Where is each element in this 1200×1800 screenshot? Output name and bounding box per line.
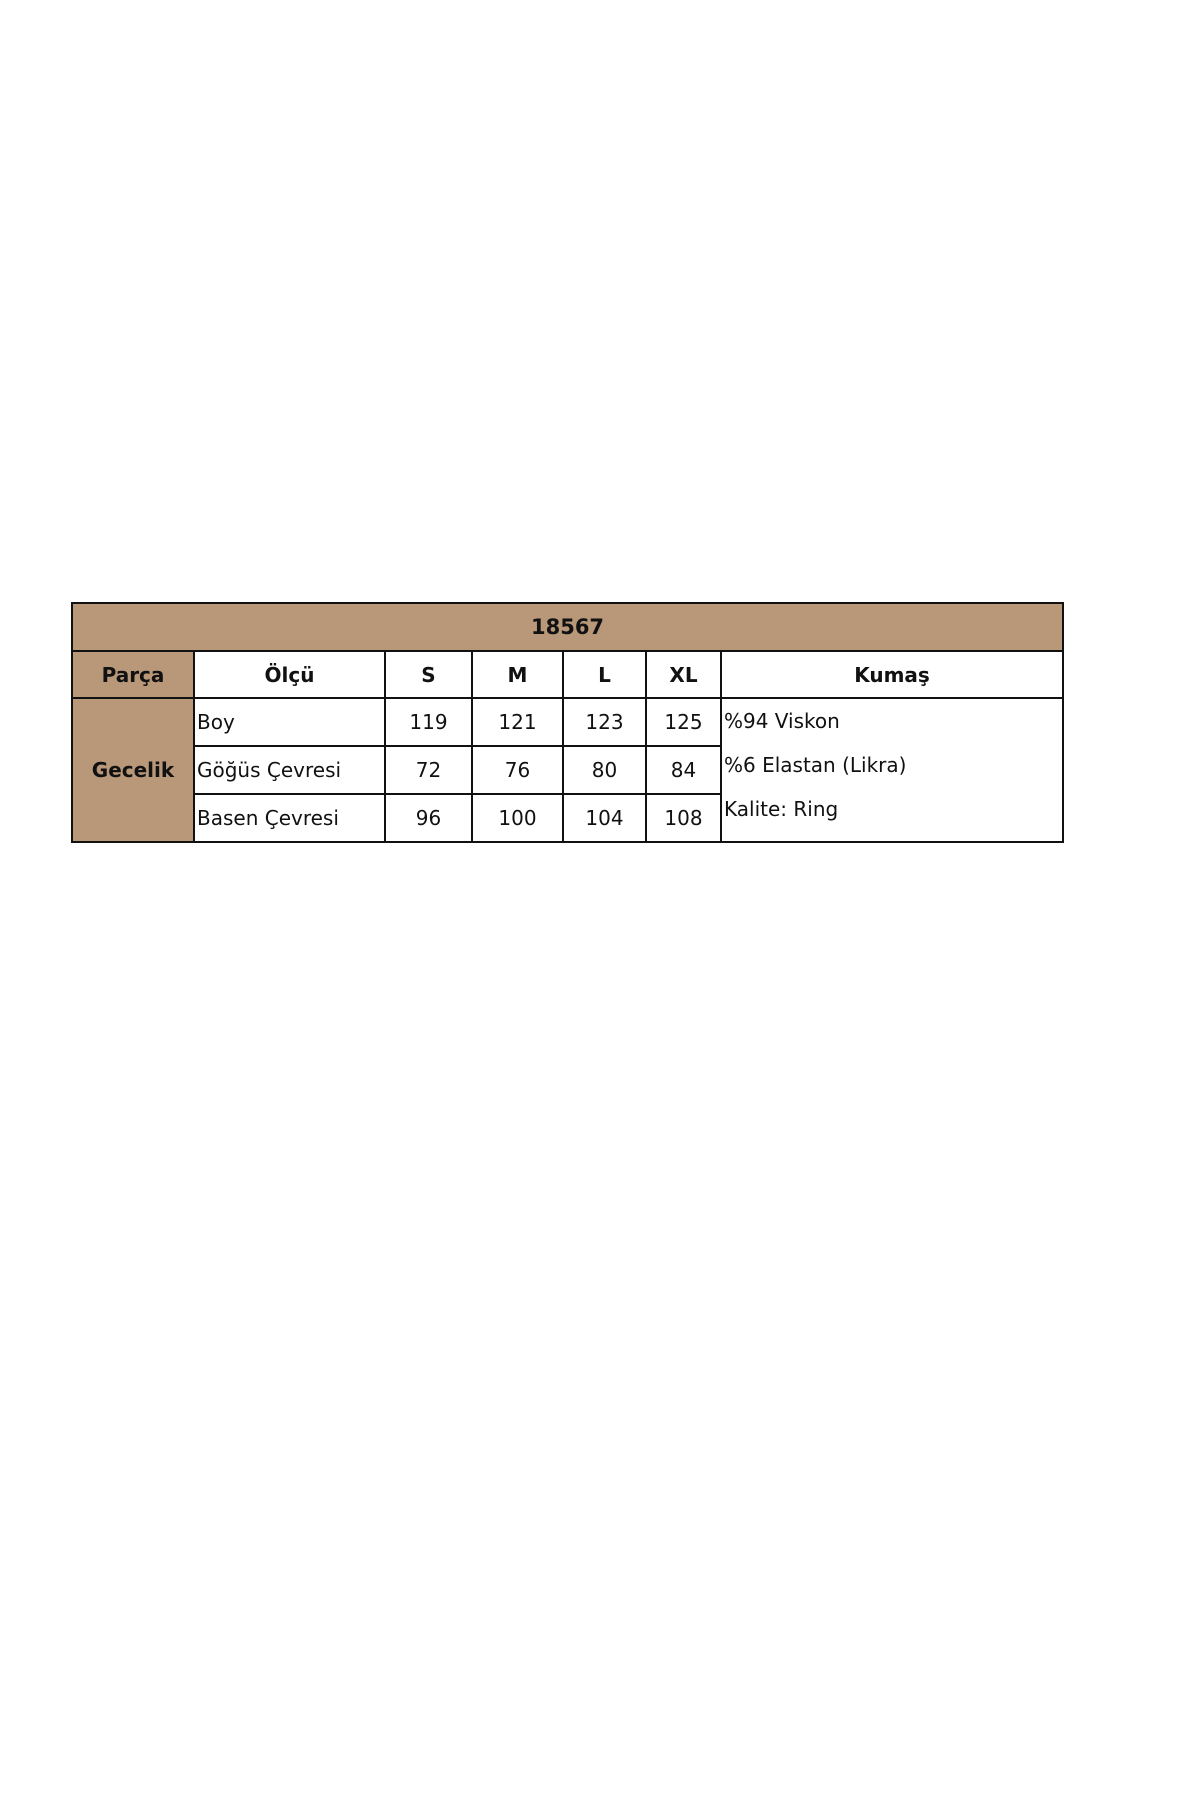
fabric-line: %6 Elastan (Likra)	[724, 753, 907, 777]
measure-label: Göğüs Çevresi	[193, 745, 386, 795]
value-cell: 121	[471, 697, 564, 747]
fabric-line: Kalite: Ring	[724, 797, 839, 821]
value-cell: 96	[384, 793, 473, 843]
header-l: L	[562, 650, 647, 699]
table-row: Gecelik Boy 119 121 123 125 %94 Viskon %…	[71, 697, 1065, 843]
value-cell: 84	[645, 745, 722, 795]
value-cell: 125	[645, 697, 722, 747]
header-s: S	[384, 650, 473, 699]
header-olcu: Ölçü	[193, 650, 386, 699]
value-cell: 72	[384, 745, 473, 795]
header-xl: XL	[645, 650, 722, 699]
measure-label: Basen Çevresi	[193, 793, 386, 843]
table-row: Basen Çevresi 96 100 104 108	[72, 793, 1063, 843]
value-cell: 80	[562, 745, 647, 795]
header-kumas: Kumaş	[719, 650, 1065, 699]
value-cell: 108	[645, 793, 722, 843]
part-name: Gecelik	[71, 697, 195, 843]
fabric-line: %94 Viskon	[724, 709, 840, 733]
product-code-title: 18567	[70, 602, 1065, 652]
header-m: M	[471, 650, 564, 699]
value-cell: 119	[384, 697, 473, 747]
table-row: Göğüs Çevresi 72 76 80 84	[72, 745, 1063, 795]
value-cell: 100	[471, 793, 564, 843]
value-cell: 104	[562, 793, 647, 843]
value-cell: 123	[562, 697, 647, 747]
fabric-info: %94 Viskon %6 Elastan (Likra) Kalite: Ri…	[719, 697, 1065, 843]
measure-label: Boy	[193, 697, 386, 747]
value-cell: 76	[471, 745, 564, 795]
header-parca: Parça	[71, 650, 195, 699]
size-chart-table: 18567 Parça Ölçü S M L XL Kumaş Gecelik …	[70, 602, 1065, 843]
